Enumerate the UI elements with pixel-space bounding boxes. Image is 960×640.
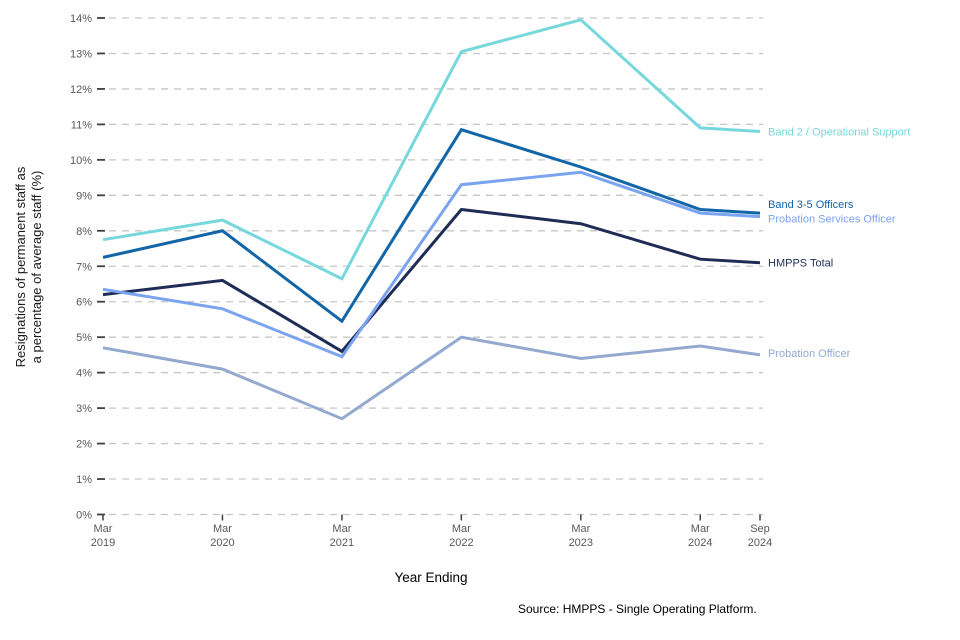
x-tick-label: 2024 [688,537,712,549]
series-line-probation-services-officer [102,170,761,359]
x-tick-label: 2021 [330,537,354,549]
x-tick-label: Mar [452,523,471,535]
source-note: Source: HMPPS - Single Operating Platfor… [518,602,757,616]
y-axis-title: Resignations of permanent staff as a per… [13,67,47,467]
x-tick-label: 2020 [210,537,234,549]
y-tick-label: 0% [76,510,92,522]
series-label-hmpps-total: HMPPS Total [768,258,833,270]
x-tick-label: Mar [571,523,590,535]
series-label-band-3-5-officers: Band 3-5 Officers [768,199,854,211]
x-tick-label: 2022 [449,537,473,549]
x-tick-label: Mar [332,523,351,535]
series-line-band-2-operational-support [102,18,761,281]
y-tick-label: 8% [76,226,92,238]
series-label-probation-officer: Probation Officer [768,348,851,360]
y-tick-label: 1% [76,474,92,486]
series-label-band-2-operational-support: Band 2 / Operational Support [768,126,910,138]
y-tick-label: 6% [76,297,92,309]
y-tick-label: 12% [70,84,92,96]
series-line-probation-officer [102,335,761,421]
y-tick-label: 13% [70,48,92,60]
y-tick-label: 9% [76,190,92,202]
x-tick-label: 2019 [91,537,115,549]
series-line-hmpps-total [102,207,761,354]
y-tick-label: 3% [76,403,92,415]
y-axis-title-line2: a percentage of average staff (%) [29,170,44,364]
x-tick-label: Mar [691,523,710,535]
x-axis-title: Year Ending [394,570,468,585]
series-line-band-3-5-officers [102,127,761,324]
y-tick-label: 10% [70,155,92,167]
series-label-probation-services-officer: Probation Services Officer [768,214,896,226]
y-tick-label: 11% [71,119,92,131]
x-tick-label: 2024 [748,537,772,549]
x-tick-label: Mar [94,523,113,535]
x-tick-label: 2023 [569,537,593,549]
y-tick-label: 5% [76,332,92,344]
y-tick-label: 7% [76,261,92,273]
x-tick-label: Sep [750,523,770,535]
x-tick-label: Mar [213,523,232,535]
y-tick-label: 14% [70,13,92,25]
y-axis-title-line1: Resignations of permanent staff as [13,166,28,368]
y-tick-label: 4% [76,368,92,380]
y-tick-label: 2% [76,439,92,451]
